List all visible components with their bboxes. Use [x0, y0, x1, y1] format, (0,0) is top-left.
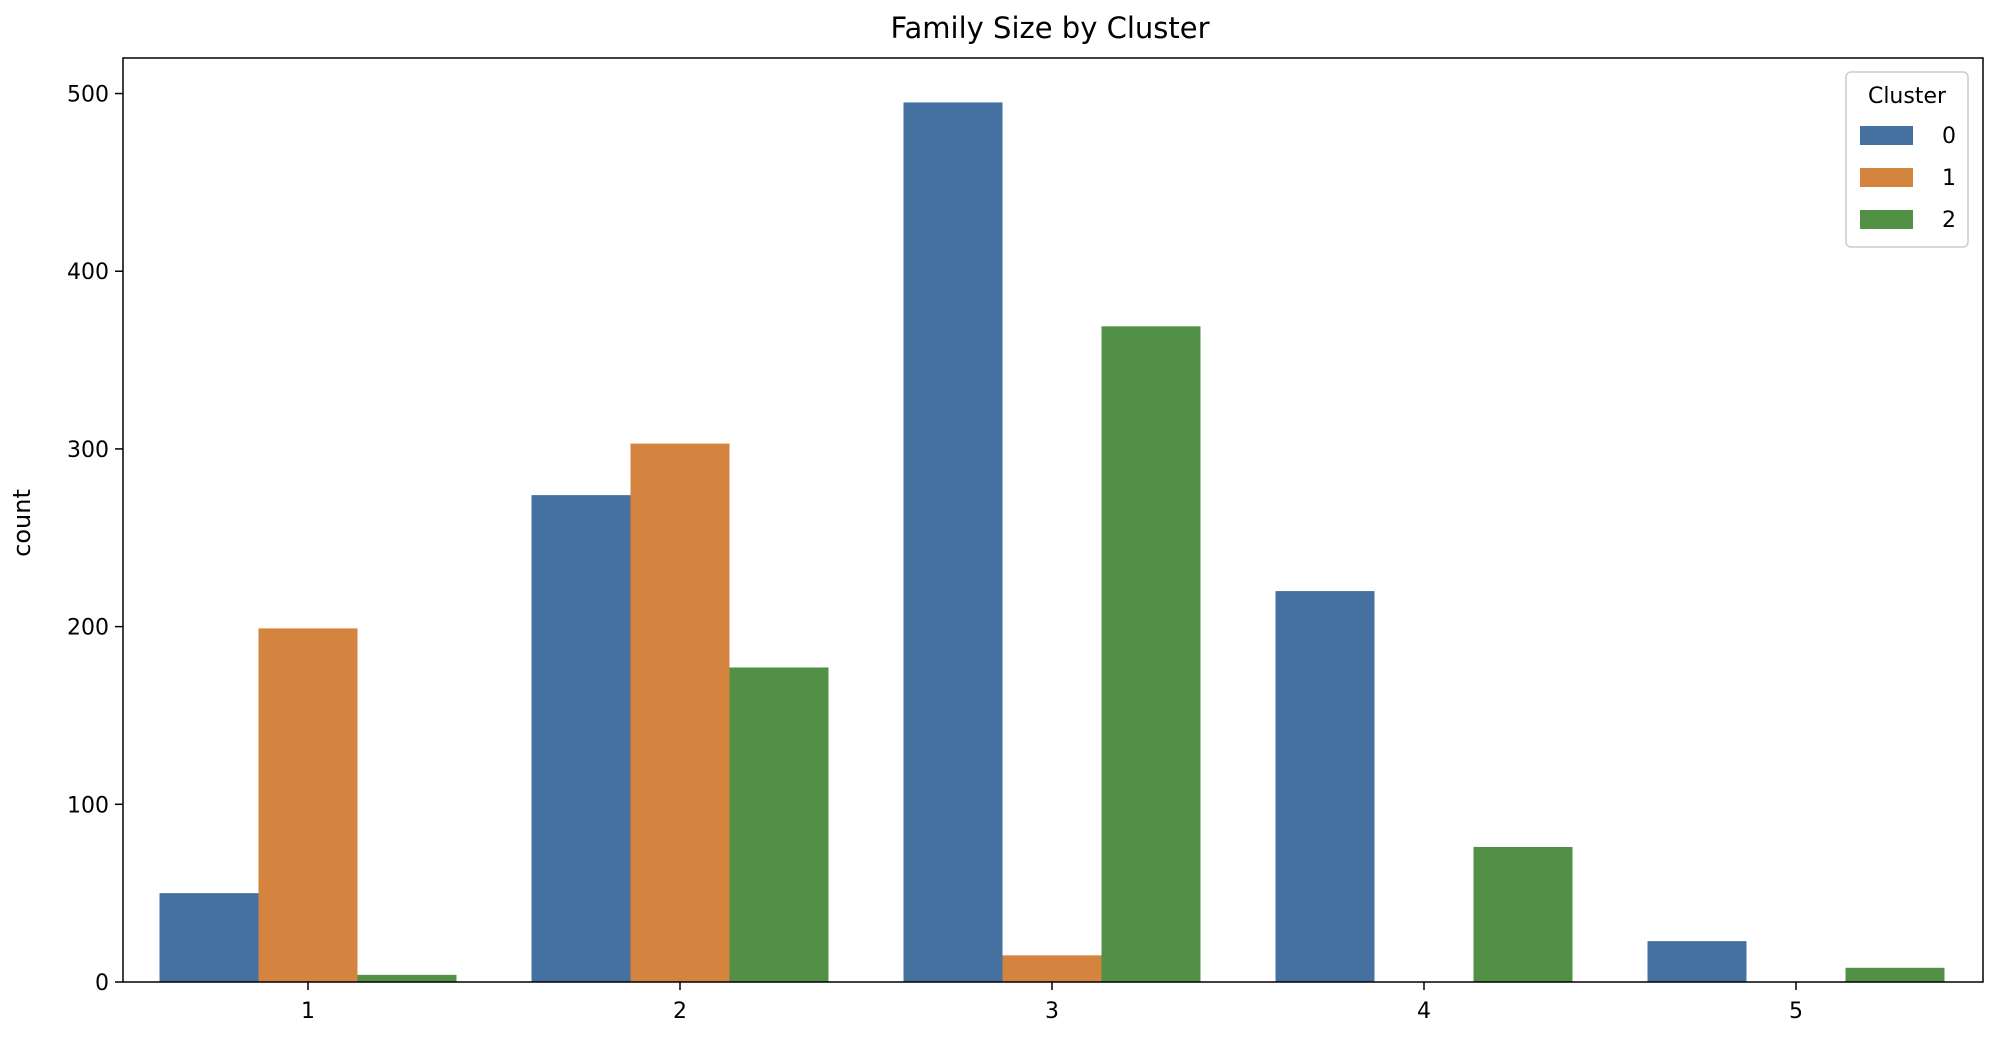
bar-cluster-0-size-1 [159, 893, 259, 982]
bar-cluster-0-size-2 [531, 495, 631, 982]
y-axis-label: count [8, 489, 36, 557]
bar-cluster-2-size-5 [1845, 967, 1945, 982]
bar-cluster-2-size-2 [729, 667, 829, 982]
y-tick-label: 400 [67, 260, 109, 285]
x-tick-label: 3 [1045, 999, 1059, 1024]
x-tick-label: 5 [1789, 999, 1803, 1024]
y-tick-label: 0 [95, 971, 109, 996]
bar-cluster-2-size-1 [357, 974, 457, 982]
legend-swatch-0 [1860, 126, 1913, 145]
chart-title: Family Size by Cluster [891, 11, 1210, 45]
ticks-group: 0 100 200 300 400 500 1 2 3 4 5 [67, 83, 1803, 1024]
legend-label-0: 0 [1942, 124, 1956, 149]
bar-cluster-0-size-3 [903, 102, 1003, 982]
bar-cluster-0-size-4 [1275, 591, 1375, 982]
legend-label-2: 2 [1942, 208, 1956, 233]
legend-title: Cluster [1868, 84, 1947, 109]
legend-swatch-1 [1860, 168, 1913, 187]
legend: Cluster 0 1 2 [1845, 71, 1969, 248]
x-tick-label: 1 [301, 999, 315, 1024]
legend-box [1845, 71, 1969, 248]
legend-swatch-2 [1860, 210, 1913, 229]
bar-cluster-1-size-1 [258, 628, 358, 982]
y-tick-label: 300 [67, 438, 109, 463]
bar-cluster-2-size-3 [1101, 326, 1201, 982]
legend-label-1: 1 [1942, 166, 1956, 191]
y-tick-label: 500 [67, 83, 109, 108]
bar-cluster-2-size-4 [1473, 846, 1573, 982]
y-tick-label: 200 [67, 616, 109, 641]
plot-frame [122, 57, 1984, 983]
bar-cluster-0-size-5 [1647, 941, 1747, 982]
bars-group [159, 102, 1945, 983]
y-tick-label: 100 [67, 793, 109, 818]
x-tick-label: 2 [673, 999, 687, 1024]
bar-cluster-1-size-3 [1002, 955, 1102, 982]
bar-cluster-1-size-2 [630, 443, 730, 983]
x-tick-label: 4 [1417, 999, 1431, 1024]
